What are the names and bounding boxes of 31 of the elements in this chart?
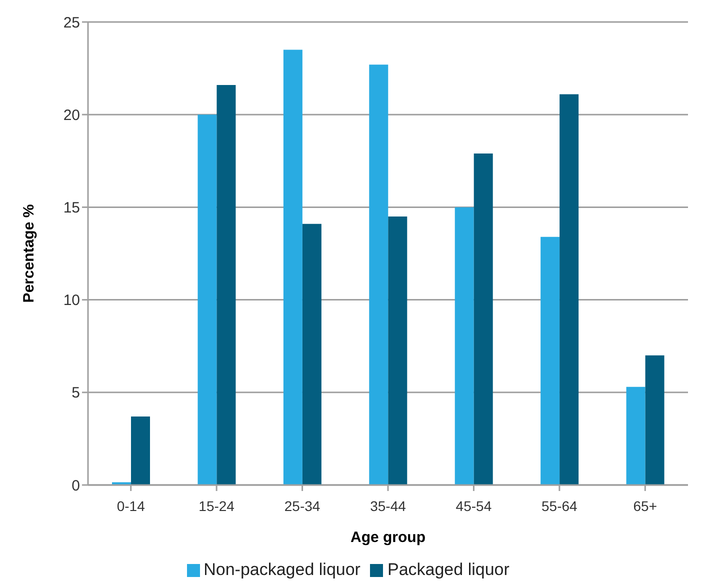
- bar: [302, 224, 322, 485]
- y-tick-label: 25: [63, 14, 80, 32]
- x-tick-label: 15-24: [198, 498, 235, 514]
- bar: [388, 216, 408, 485]
- bar: [216, 84, 236, 485]
- bar: [560, 94, 579, 485]
- x-tick-label: 0-14: [116, 498, 146, 514]
- y-tick-label: 5: [72, 384, 80, 402]
- x-tick-label: 25-34: [284, 498, 320, 514]
- bar: [540, 236, 560, 485]
- bar: [645, 355, 664, 485]
- legend-label: Packaged liquor: [387, 560, 510, 579]
- x-tick-label: 45-54: [456, 498, 492, 514]
- bar: [131, 416, 150, 485]
- y-tick-label: 15: [63, 200, 80, 217]
- legend-label: Non-packaged liquor: [204, 560, 360, 579]
- y-tick-label: 20: [63, 106, 80, 124]
- bar: [198, 114, 217, 485]
- y-tick-label: 0: [72, 477, 80, 494]
- y-tick-label: 10: [63, 292, 80, 310]
- bar: [454, 207, 474, 485]
- y-axis-title: Percentage %: [20, 204, 38, 303]
- bar: [626, 386, 646, 485]
- x-tick-label: 65+: [633, 498, 658, 514]
- bar: [474, 153, 493, 485]
- x-tick-label: 35-44: [370, 498, 406, 514]
- bar: [112, 482, 131, 485]
- x-axis-title: Age group: [350, 529, 426, 546]
- bar: [369, 64, 388, 485]
- x-tick-label: 55-64: [542, 498, 578, 514]
- bar: [283, 50, 302, 485]
